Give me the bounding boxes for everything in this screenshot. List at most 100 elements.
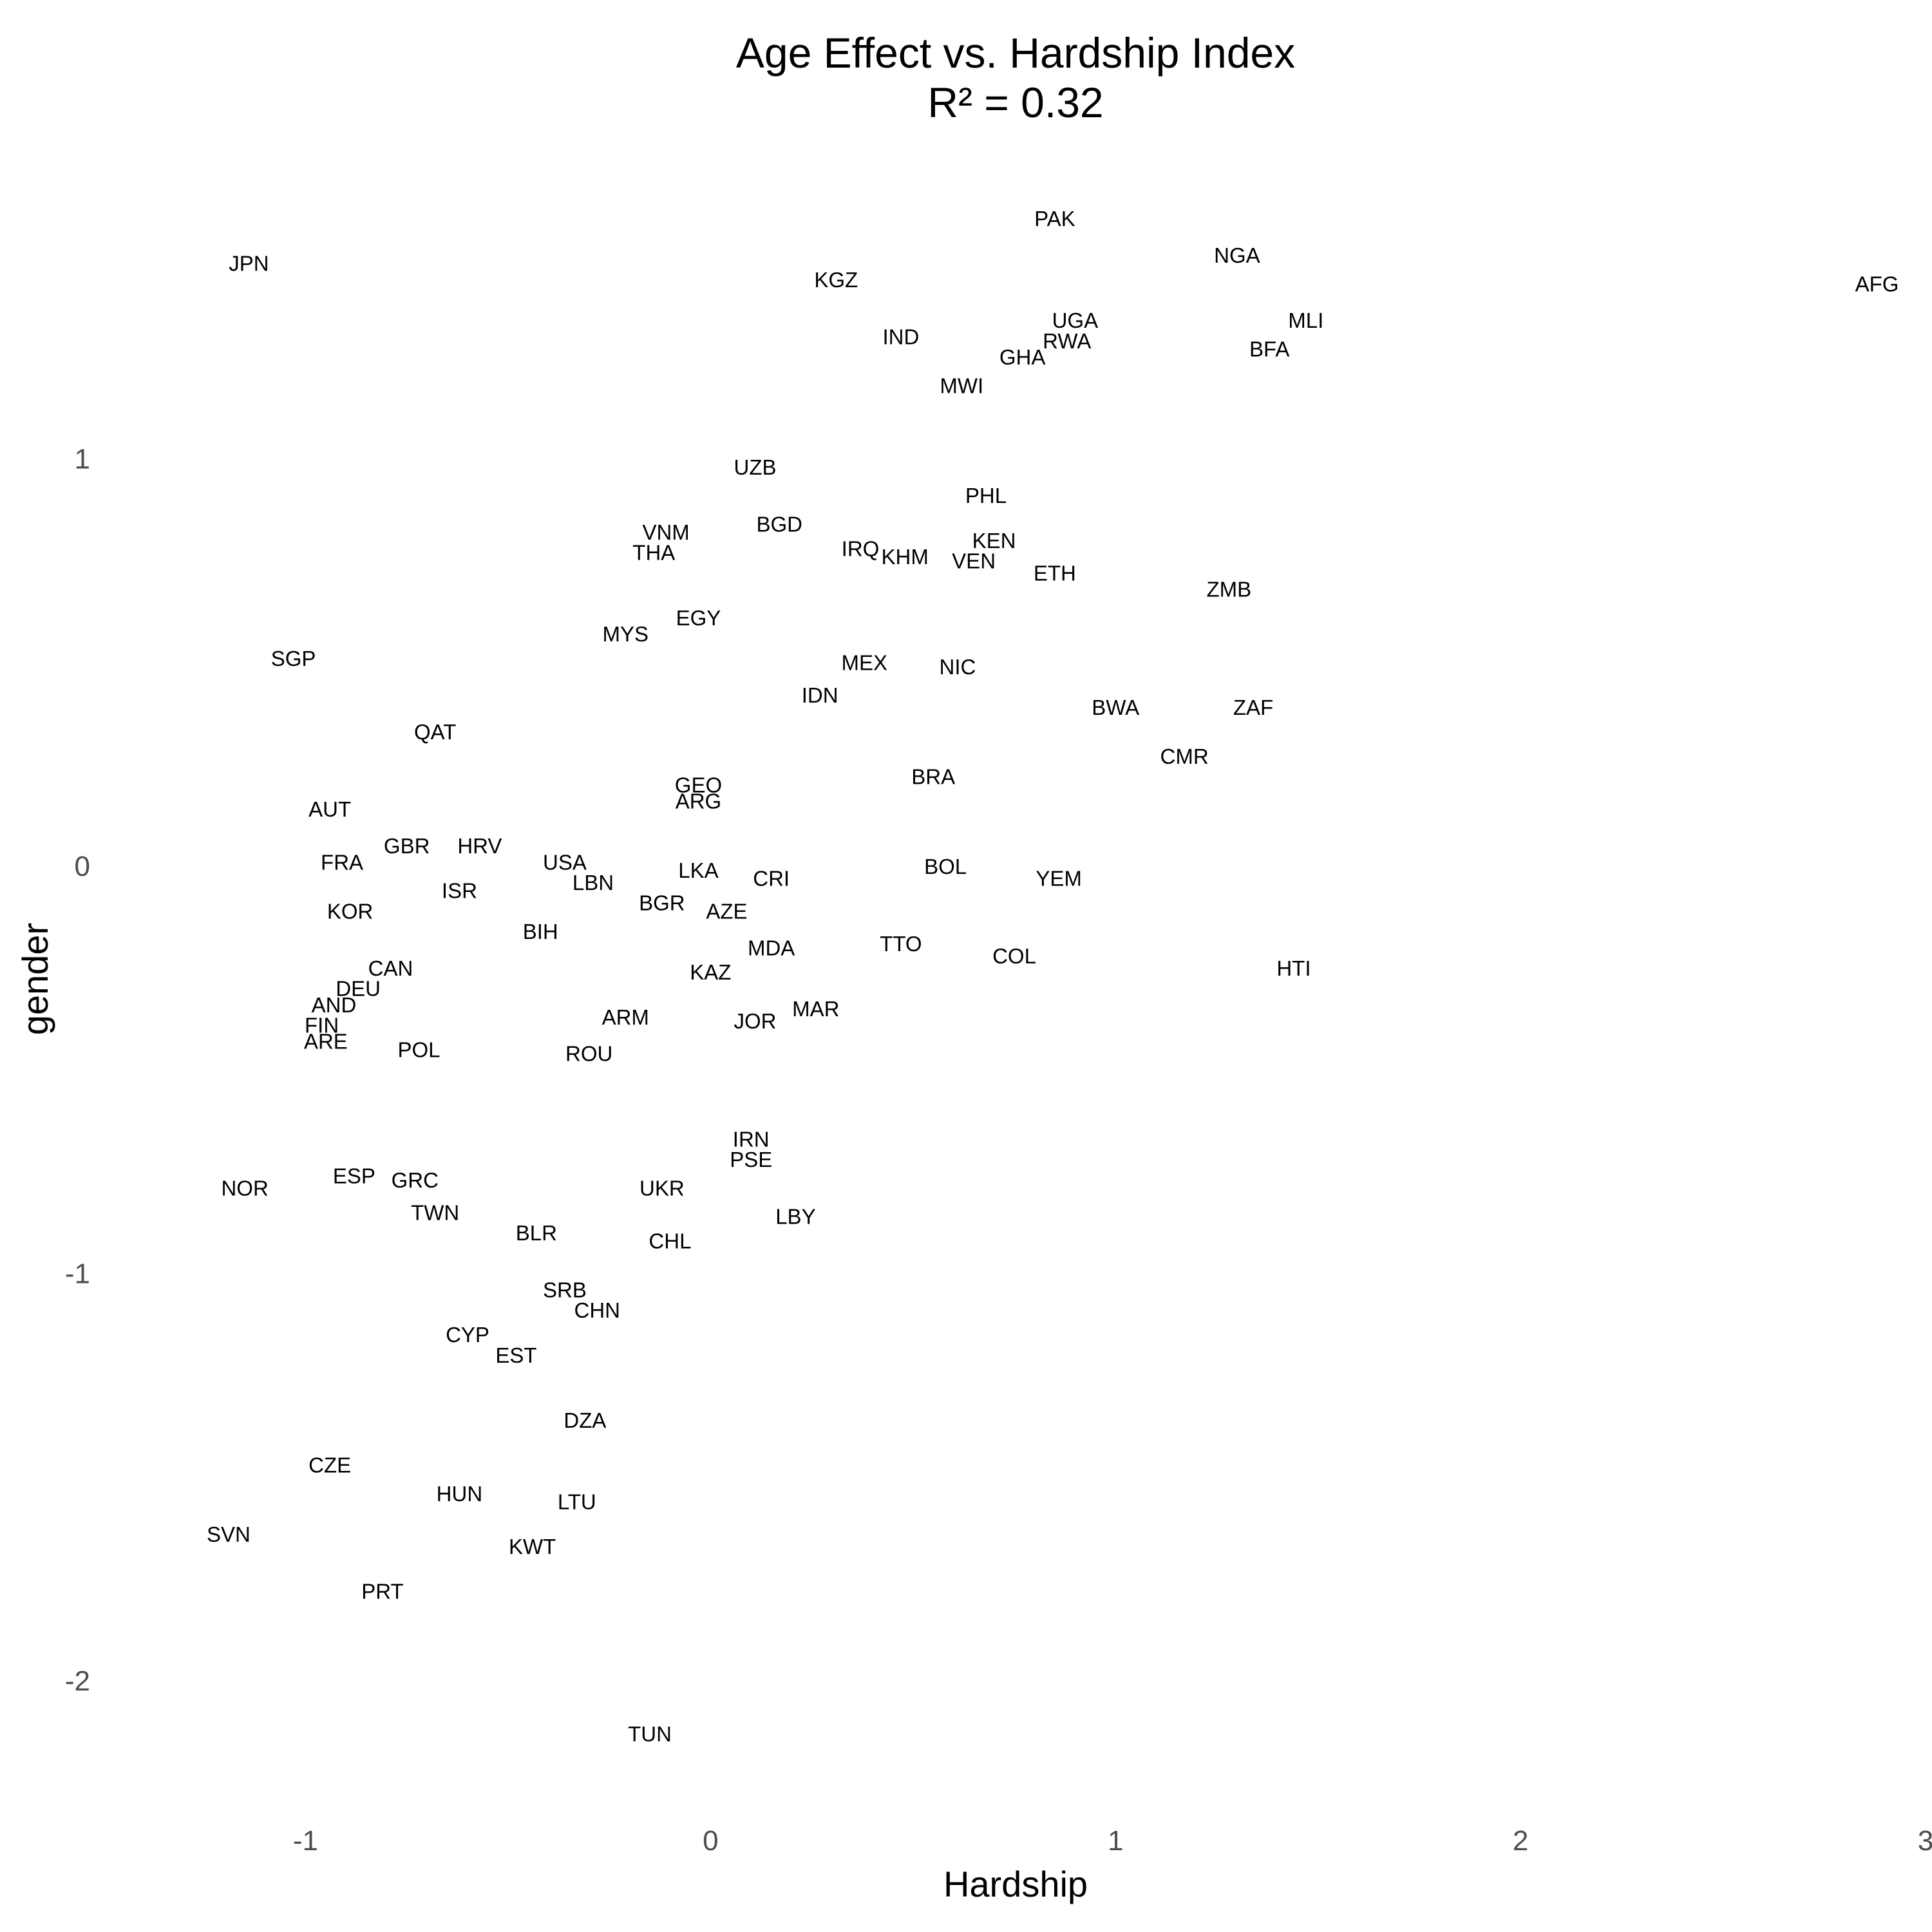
point-label-deu: DEU	[336, 977, 381, 1001]
x-tick-label: 2	[1513, 1825, 1528, 1857]
point-label-fra: FRA	[321, 850, 363, 874]
point-label-yem: YEM	[1036, 867, 1082, 891]
point-label-irn: IRN	[733, 1128, 770, 1151]
y-tick-label: 0	[75, 851, 90, 882]
point-label-mda: MDA	[748, 936, 795, 960]
x-axis-title: Hardship	[943, 1864, 1088, 1904]
point-label-can: CAN	[368, 956, 413, 980]
point-label-dza: DZA	[564, 1408, 606, 1432]
point-label-and: AND	[312, 993, 357, 1017]
point-label-khm: KHM	[882, 545, 929, 569]
point-label-mar: MAR	[792, 997, 839, 1021]
point-label-bgr: BGR	[639, 891, 685, 915]
point-label-ltu: LTU	[558, 1490, 596, 1513]
point-label-jpn: JPN	[229, 252, 269, 276]
y-tick-label: -2	[65, 1665, 90, 1697]
point-label-aut: AUT	[308, 797, 351, 821]
point-label-geo: GEO	[675, 773, 722, 797]
point-label-grc: GRC	[392, 1168, 439, 1192]
point-label-kor: KOR	[327, 899, 374, 923]
point-label-hrv: HRV	[457, 834, 502, 858]
point-label-isr: ISR	[442, 879, 477, 903]
point-label-tun: TUN	[628, 1722, 672, 1746]
point-label-cri: CRI	[753, 867, 790, 891]
point-label-cyp: CYP	[446, 1323, 489, 1347]
point-label-zaf: ZAF	[1233, 696, 1273, 719]
point-label-tto: TTO	[880, 932, 922, 956]
point-label-ind: IND	[882, 325, 919, 349]
point-label-bra: BRA	[911, 765, 955, 789]
point-label-cze: CZE	[308, 1454, 351, 1477]
point-label-esp: ESP	[333, 1164, 375, 1188]
point-label-bgd: BGD	[756, 512, 802, 536]
point-label-svn: SVN	[207, 1522, 251, 1546]
point-label-col: COL	[992, 944, 1036, 968]
point-label-rou: ROU	[565, 1042, 612, 1066]
point-label-srb: SRB	[543, 1278, 587, 1302]
y-tick-label: -1	[65, 1258, 90, 1289]
point-label-rwa: RWA	[1043, 329, 1091, 353]
point-label-ven: VEN	[952, 549, 996, 573]
chart-title: Age Effect vs. Hardship Index	[736, 29, 1295, 77]
chart-subtitle: R² = 0.32	[927, 79, 1103, 126]
point-label-bwa: BWA	[1092, 696, 1139, 719]
y-axis-ticks: -2 -1 0 1	[65, 443, 90, 1697]
x-tick-label: -1	[293, 1825, 318, 1857]
point-label-prt: PRT	[361, 1580, 403, 1604]
point-label-are: ARE	[304, 1030, 348, 1054]
point-label-ken: KEN	[972, 529, 1016, 553]
point-label-pak: PAK	[1034, 207, 1075, 231]
point-label-sgp: SGP	[271, 647, 316, 670]
point-label-vnm: VNM	[642, 520, 689, 544]
y-axis-title: gender	[15, 923, 55, 1035]
point-label-kaz: KAZ	[690, 960, 731, 984]
point-label-hun: HUN	[437, 1482, 483, 1506]
point-label-est: EST	[495, 1343, 536, 1367]
point-label-lby: LBY	[775, 1205, 815, 1229]
point-label-uzb: UZB	[734, 455, 777, 479]
point-label-afg: AFG	[1855, 272, 1899, 296]
y-tick-label: 1	[75, 443, 90, 475]
x-axis-ticks: -1 0 1 2 3	[293, 1825, 1932, 1857]
point-label-uga: UGA	[1052, 308, 1099, 332]
point-label-arg: ARG	[676, 790, 722, 813]
point-label-eth: ETH	[1034, 561, 1076, 585]
point-label-kwt: KWT	[509, 1535, 556, 1558]
point-label-nic: NIC	[940, 655, 976, 679]
point-label-bih: BIH	[523, 920, 558, 943]
point-label-arm: ARM	[602, 1005, 649, 1029]
point-label-egy: EGY	[676, 606, 721, 630]
point-label-chl: CHL	[649, 1229, 691, 1253]
point-label-zmb: ZMB	[1206, 578, 1251, 601]
point-label-pse: PSE	[730, 1148, 772, 1171]
point-label-pol: POL	[398, 1037, 440, 1061]
point-label-kgz: KGZ	[814, 268, 858, 292]
point-label-chn: CHN	[574, 1298, 620, 1322]
point-label-mys: MYS	[603, 622, 649, 646]
x-tick-label: 3	[1918, 1825, 1932, 1857]
point-label-aze: AZE	[706, 899, 747, 923]
point-label-tha: THA	[632, 541, 675, 565]
point-label-jor: JOR	[734, 1009, 777, 1033]
point-label-mli: MLI	[1288, 308, 1323, 332]
point-label-ukr: UKR	[639, 1176, 685, 1200]
point-label-gbr: GBR	[384, 834, 430, 858]
point-label-nor: NOR	[221, 1176, 268, 1200]
point-label-irq: IRQ	[842, 536, 880, 560]
point-label-phl: PHL	[965, 484, 1007, 507]
x-tick-label: 0	[703, 1825, 718, 1857]
x-tick-label: 1	[1108, 1825, 1123, 1857]
point-label-blr: BLR	[516, 1221, 557, 1245]
point-label-twn: TWN	[411, 1200, 459, 1224]
point-label-qat: QAT	[414, 720, 456, 744]
point-label-bfa: BFA	[1249, 337, 1289, 361]
point-label-hti: HTI	[1276, 956, 1311, 980]
point-label-lka: LKA	[678, 858, 718, 882]
point-label-gha: GHA	[999, 345, 1046, 369]
point-label-bol: BOL	[924, 855, 967, 878]
point-label-lbn: LBN	[573, 871, 614, 895]
point-label-nga: NGA	[1214, 243, 1260, 267]
